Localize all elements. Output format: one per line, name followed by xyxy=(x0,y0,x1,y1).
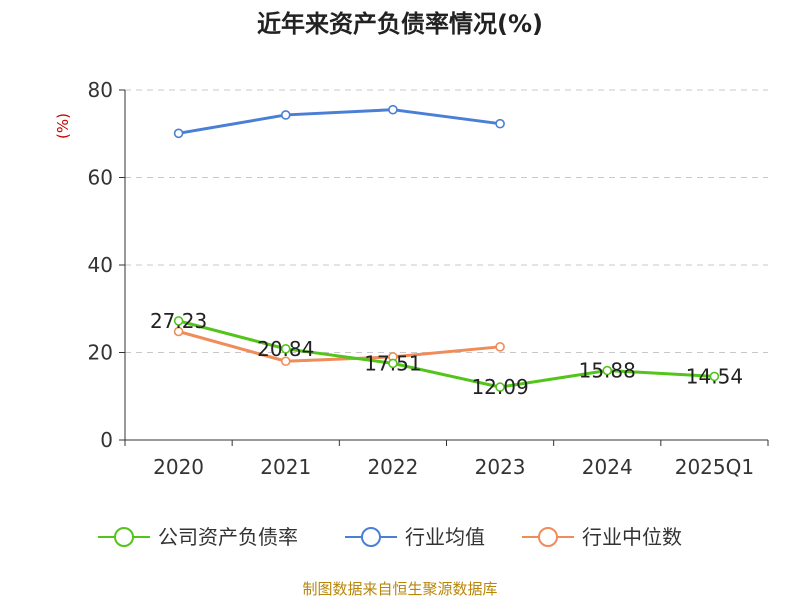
data-point xyxy=(602,365,613,376)
legend-marker xyxy=(361,527,381,547)
legend-label: 行业中位数 xyxy=(582,525,682,549)
data-point xyxy=(280,356,291,367)
chart-title: 近年来资产负债率情况(%) xyxy=(257,10,543,38)
y-tick-label: 0 xyxy=(100,428,113,452)
data-labels: 27.23 20.84 17.51 12.09 15.88 14.54 xyxy=(150,309,743,399)
legend[interactable]: 公司资产负债率 行业均值 行业中位数 xyxy=(98,525,682,549)
legend-marker xyxy=(114,527,134,547)
legend-label: 行业均值 xyxy=(405,525,485,549)
y-tick-label: 20 xyxy=(88,341,113,365)
data-point xyxy=(173,326,184,337)
data-point xyxy=(495,118,505,129)
legend-marker xyxy=(538,527,558,547)
legend-label: 公司资产负债率 xyxy=(158,525,298,549)
series-line-1 xyxy=(178,108,501,135)
data-point xyxy=(388,358,398,369)
grid-lines xyxy=(125,89,768,353)
data-label: 15.88 xyxy=(579,359,636,383)
series-line-0 xyxy=(178,319,715,389)
x-tick-label: 2020 xyxy=(153,455,204,479)
x-tick-label: 2021 xyxy=(260,455,311,479)
data-point xyxy=(495,382,505,392)
axes xyxy=(119,89,769,446)
data-label: 17.51 xyxy=(364,351,421,375)
data-label: 27.23 xyxy=(150,309,207,333)
data-label: 20.84 xyxy=(257,337,314,361)
data-point xyxy=(495,342,505,352)
y-tick-label: 40 xyxy=(88,253,113,277)
x-tick-label: 2022 xyxy=(367,455,418,479)
y-tick-label: 60 xyxy=(88,166,113,190)
x-tick-labels: 2020 2021 2022 2023 2024 2025Q1 xyxy=(153,455,754,479)
data-point xyxy=(280,110,291,120)
x-tick-label: 2024 xyxy=(582,455,633,479)
data-point xyxy=(388,104,398,115)
data-point xyxy=(173,316,184,326)
y-tick-labels: 0 20 40 60 80 xyxy=(88,78,113,452)
x-tick-label: 2025Q1 xyxy=(675,455,754,479)
source-note: 制图数据来自恒生聚源数据库 xyxy=(302,580,497,598)
y-tick-label: 80 xyxy=(88,78,113,102)
series-lines xyxy=(173,104,720,392)
y-axis-unit: (%) xyxy=(54,113,72,139)
data-label: 12.09 xyxy=(471,375,528,399)
data-label: 14.54 xyxy=(686,364,743,388)
data-point xyxy=(173,128,184,139)
series-line-2 xyxy=(178,330,501,363)
data-point xyxy=(709,371,720,382)
data-point xyxy=(280,344,291,354)
x-tick-label: 2023 xyxy=(475,455,526,479)
